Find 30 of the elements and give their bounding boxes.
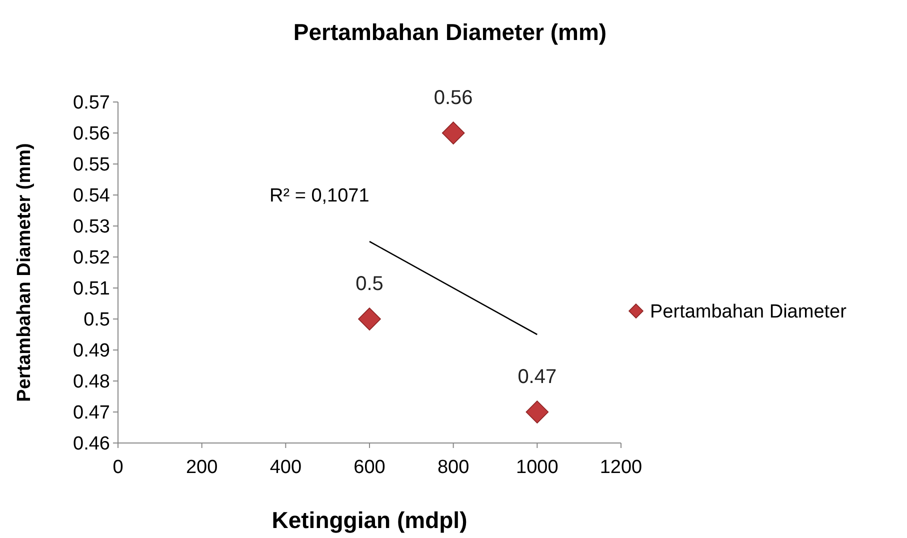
data-label: 0.47 (518, 366, 557, 388)
y-tick-label: 0.48 (73, 372, 110, 393)
point (442, 122, 465, 144)
y-tick-label: 0.51 (73, 278, 110, 300)
x-tick-label: 800 (437, 457, 470, 478)
y-tick-label: 0.56 (73, 124, 110, 145)
x-tick-label: 600 (354, 457, 386, 478)
y-tick-label: 0.52 (73, 248, 110, 269)
data-label: 0.5 (356, 273, 384, 295)
y-tick-label: 0.57 (73, 92, 110, 114)
annotation: R² = 0,1071 (270, 186, 370, 206)
point (358, 308, 381, 330)
point (526, 400, 549, 424)
y-tick-label: 0.49 (73, 340, 110, 362)
y-tick-label: 0.55 (73, 154, 110, 176)
y-tick-label: 0.54 (73, 186, 110, 207)
x-axis-title: Ketinggian (mdpl) (272, 507, 468, 533)
legend-label: Pertambahan Diameter (650, 302, 848, 323)
y-tick-label: 0.46 (73, 434, 110, 455)
y-axis-title: Pertambahan Diameter (mm) (14, 143, 35, 402)
chart-title: Pertambahan Diameter (mm) (293, 19, 607, 45)
y-tick-label: 0.5 (84, 310, 110, 331)
x-tick-label: 1200 (600, 457, 642, 478)
x-tick-label: 200 (186, 457, 218, 478)
data-label: 0.56 (434, 87, 473, 109)
x-tick-label: 0 (112, 457, 124, 478)
x-tick-label: 1000 (516, 457, 558, 478)
y-tick-label: 0.53 (73, 216, 110, 238)
y-tick-label: 0.47 (73, 402, 110, 424)
x-tick-label: 400 (270, 457, 302, 478)
